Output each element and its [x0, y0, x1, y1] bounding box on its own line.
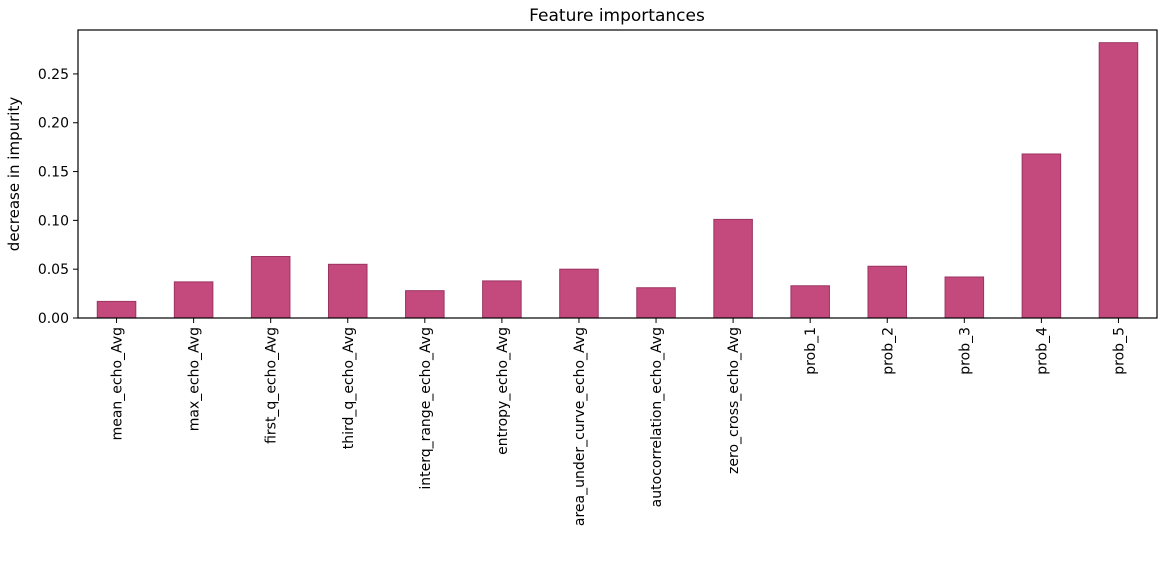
x-tick-label: area_under_curve_echo_Avg [572, 327, 588, 526]
x-tick-label: max_echo_Avg [187, 327, 203, 431]
bar-first_q_echo_Avg [250, 255, 291, 319]
bar-mean_echo_Avg [96, 300, 137, 319]
plot-frame [77, 29, 1158, 319]
x-tick-label: third_q_echo_Avg [341, 327, 357, 449]
bar-area_under_curve_echo_Avg [559, 268, 599, 319]
bar-prob_3 [944, 276, 985, 319]
bar-entropy_echo_Avg [482, 280, 522, 319]
y-axis-label: decrease in impurity [5, 97, 23, 252]
bars-group [96, 42, 1139, 319]
y-tick-label: 0.15 [38, 165, 69, 181]
chart-title: Feature importances [529, 6, 705, 26]
y-tick-label: 0.00 [38, 311, 69, 327]
x-tick-label: prob_1 [803, 327, 819, 375]
x-tick-label: interq_range_echo_Avg [418, 327, 434, 490]
x-tick-label: autocorrelation_echo_Avg [649, 327, 665, 507]
bar-autocorrelation_echo_Avg [636, 287, 676, 319]
bar-third_q_echo_Avg [327, 263, 368, 319]
bar-max_echo_Avg [173, 281, 214, 319]
y-tick-label: 0.05 [38, 262, 69, 278]
x-tick-label: first_q_echo_Avg [264, 327, 280, 444]
bar-zero_cross_echo_Avg [713, 218, 753, 319]
x-tick-label: mean_echo_Avg [110, 327, 126, 440]
x-tick-label: prob_2 [880, 327, 896, 375]
x-axis-ticks: mean_echo_Avg max_echo_Avg first_q_echo_Av… [110, 318, 1127, 526]
y-tick-label: 0.20 [38, 116, 69, 132]
x-tick-label: zero_cross_echo_Avg [726, 327, 742, 474]
bar-prob_4 [1021, 153, 1062, 319]
x-tick-label: prob_3 [957, 327, 973, 375]
bar-interq_range_echo_Avg [405, 290, 445, 319]
x-tick-label: prob_4 [1034, 327, 1050, 375]
x-tick-label: prob_5 [1111, 327, 1127, 375]
y-tick-label: 0.25 [38, 67, 69, 83]
y-axis-ticks: 0.00 0.05 0.10 0.15 0.20 0.25 [38, 67, 78, 327]
bar-prob_5 [1098, 42, 1139, 319]
bar-prob_1 [790, 285, 830, 319]
x-tick-label: entropy_echo_Avg [495, 327, 511, 455]
bar-prob_2 [867, 265, 908, 319]
y-tick-label: 0.10 [38, 213, 69, 229]
